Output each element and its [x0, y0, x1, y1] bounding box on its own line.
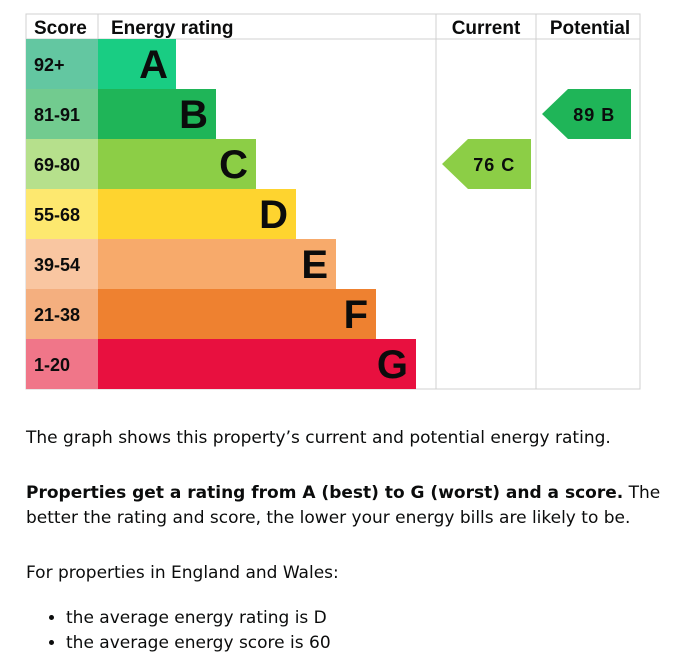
score-range-label-f: 21-38	[34, 305, 80, 325]
score-range-cell-d	[26, 189, 98, 239]
potential-rating-label: 89 B	[573, 105, 615, 125]
rating-letter-g: G	[377, 343, 408, 387]
rating-bar-f	[98, 289, 376, 339]
score-range-cell-b	[26, 89, 98, 139]
rating-bar-c	[98, 139, 256, 189]
score-range-cell-a	[26, 39, 98, 89]
header-energy-rating: Energy rating	[111, 18, 233, 39]
graph-description: The graph shows this property’s current …	[26, 428, 611, 448]
average-rating-item: the average energy rating is D	[66, 606, 331, 631]
score-range-label-g: 1-20	[34, 355, 70, 375]
score-range-label-e: 39-54	[34, 255, 80, 275]
rating-bar-d	[98, 189, 296, 239]
score-range-cell-g	[26, 339, 98, 389]
header-current: Current	[452, 18, 521, 39]
rating-explanation-bold: Properties get a rating from A (best) to…	[26, 483, 624, 503]
current-rating-label: 76 C	[473, 155, 515, 175]
header-potential: Potential	[550, 18, 630, 39]
score-range-cell-f	[26, 289, 98, 339]
rating-bar-e	[98, 239, 336, 289]
rating-letter-b: B	[179, 93, 208, 137]
score-range-label-a: 92+	[34, 55, 65, 75]
rating-letter-e: E	[301, 243, 328, 287]
energy-rating-chart: Score Energy rating Current Potential 92…	[25, 13, 641, 390]
rating-markers: 76 C 89 B	[442, 89, 631, 189]
current-rating-arrow	[442, 139, 531, 189]
rating-explanation-rest: The better the rating and score, the low…	[26, 483, 661, 528]
score-range-label-b: 81-91	[34, 105, 80, 125]
score-range-cell-e	[26, 239, 98, 289]
rating-letter-c: C	[219, 143, 248, 187]
score-range-label-c: 69-80	[34, 155, 80, 175]
rating-bar-a	[98, 39, 176, 89]
rating-explanation: Properties get a rating from A (best) to…	[26, 481, 666, 531]
rating-bar-b	[98, 89, 216, 139]
potential-rating-arrow	[542, 89, 631, 139]
region-intro: For properties in England and Wales:	[26, 563, 339, 583]
score-range-cell-c	[26, 139, 98, 189]
rating-bands: 92+ A 81-91 B 69-80 C 55-68 D 39-54 E 21-38 F 1-20 G	[26, 39, 416, 389]
rating-bar-g	[98, 339, 416, 389]
score-range-label-d: 55-68	[34, 205, 80, 225]
rating-letter-f: F	[344, 293, 368, 337]
rating-letter-d: D	[259, 193, 288, 237]
header-score: Score	[34, 18, 87, 39]
averages-list: the average energy rating is D the avera…	[26, 606, 331, 656]
average-score-item: the average energy score is 60	[66, 631, 331, 656]
rating-letter-a: A	[139, 43, 168, 87]
